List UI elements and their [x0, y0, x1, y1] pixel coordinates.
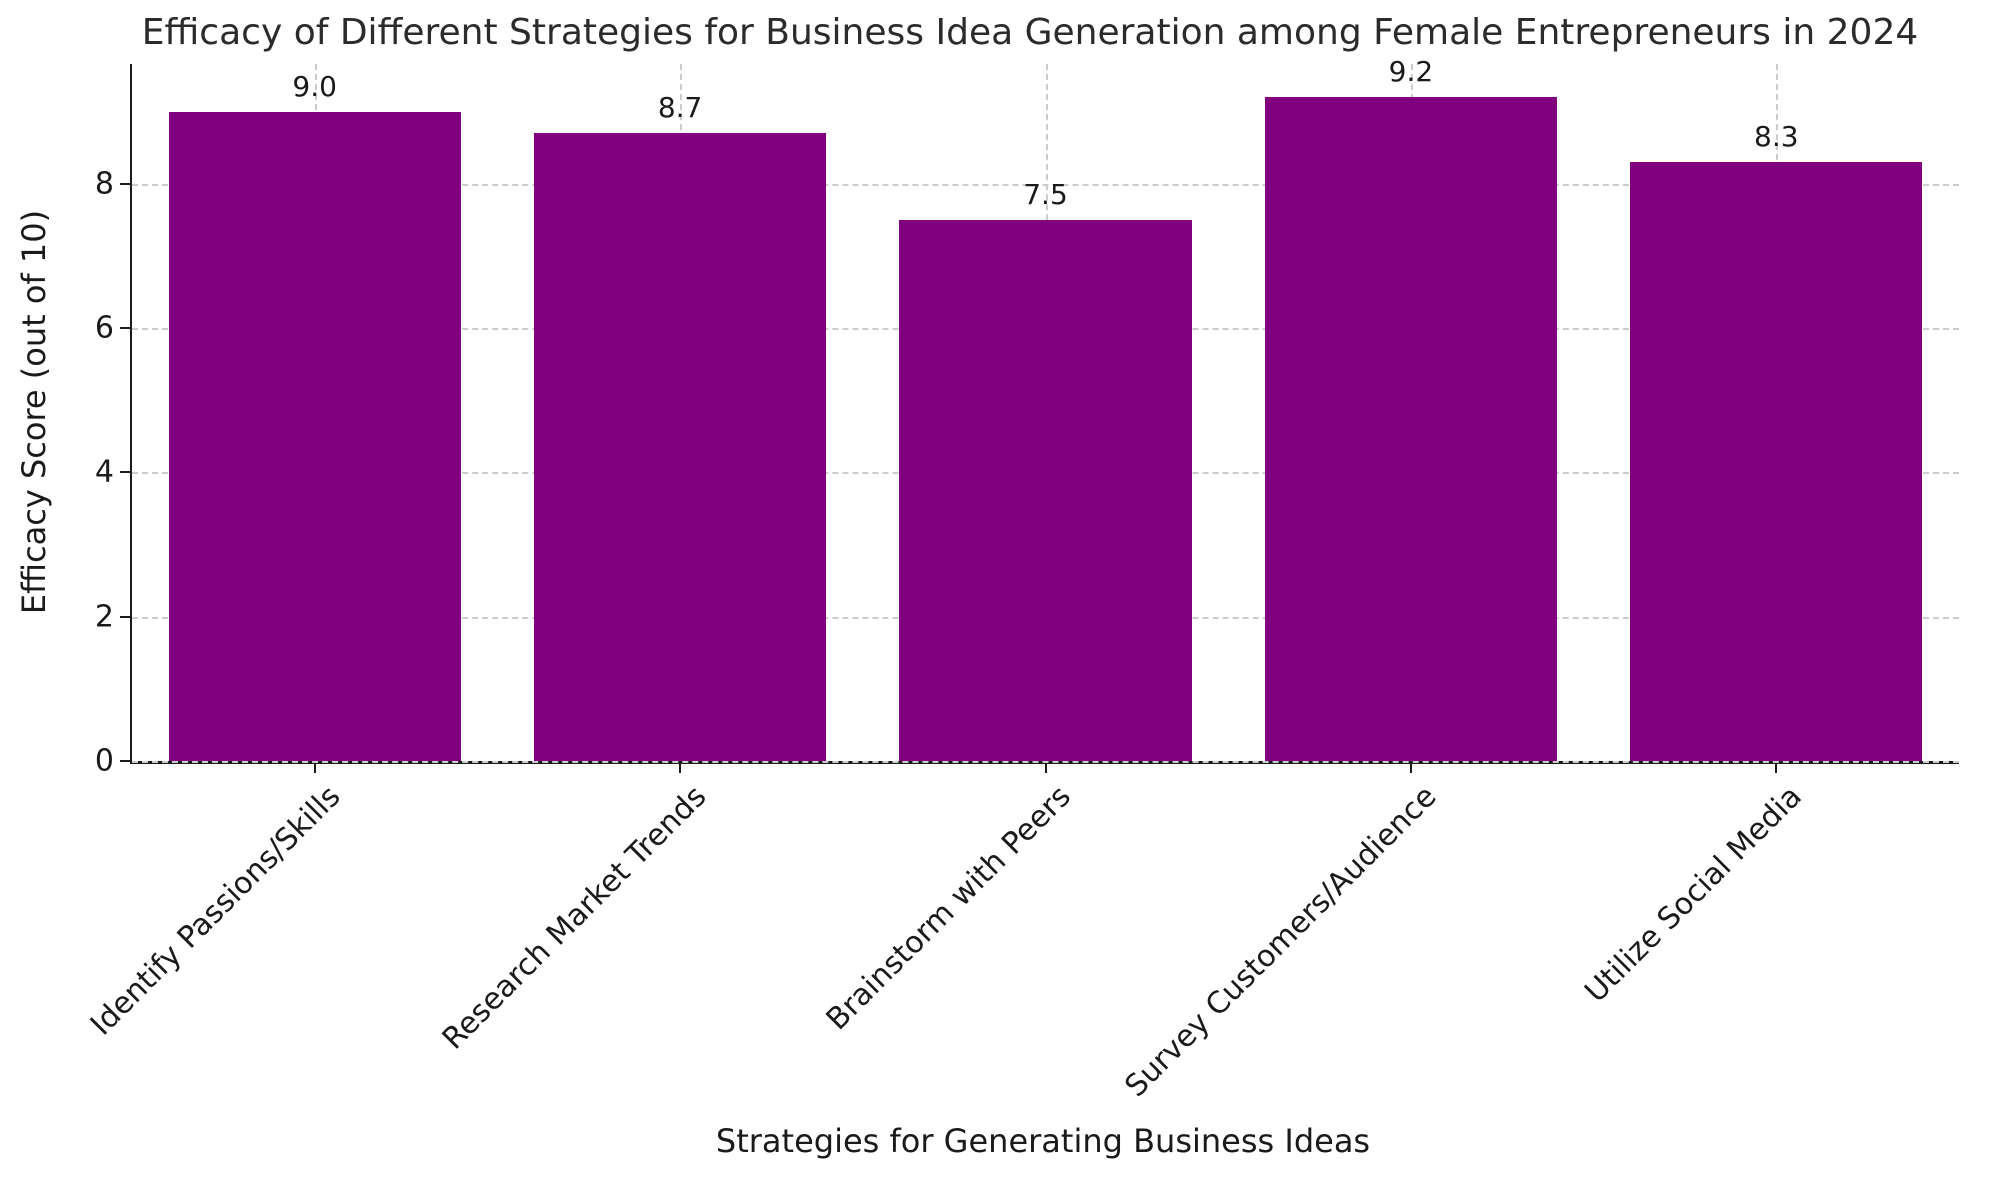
bar	[1264, 97, 1558, 761]
y-gridline	[132, 761, 1959, 763]
x-tick-label: Research Market Trends	[435, 779, 713, 1057]
y-tick-label: 0	[94, 743, 114, 779]
bar	[1630, 162, 1923, 761]
y-tick-mark	[120, 760, 130, 762]
x-tick-mark	[679, 764, 682, 773]
y-tick-label: 4	[94, 454, 114, 490]
bar-value-label: 7.5	[1023, 177, 1068, 211]
bar	[533, 133, 827, 761]
bar-value-label: 9.2	[1388, 55, 1434, 89]
y-tick-mark	[120, 615, 130, 618]
x-tick-mark	[313, 764, 316, 773]
y-axis-label: Efficacy Score (out of 10)	[15, 209, 53, 615]
x-tick-mark	[1409, 764, 1412, 773]
x-tick-label: Brainstorm with Peers	[820, 779, 1079, 1038]
bar-value-label: 9.0	[292, 69, 337, 103]
x-tick-mark	[1775, 764, 1778, 773]
y-tick-mark	[120, 327, 130, 330]
plot-area: 0 2 4 6 8 9.0 Identify Passions/Skills 8.7 Resea…	[84, 55, 1959, 1104]
bar	[168, 111, 461, 761]
y-tick-label: 6	[94, 310, 114, 346]
bar-value-label: 8.3	[1754, 120, 1799, 154]
chart-title: Efficacy of Different Strategies for Bus…	[141, 12, 1919, 53]
y-tick-mark	[120, 471, 130, 474]
y-tick-label: 8	[94, 166, 114, 202]
bar	[899, 219, 1192, 761]
y-tick-label: 2	[94, 599, 114, 635]
x-axis-label: Strategies for Generating Business Ideas	[715, 1122, 1371, 1160]
bar-value-label: 8.7	[657, 91, 703, 125]
x-tick-label: Identify Passions/Skills	[83, 779, 348, 1043]
x-tick-label: Utilize Social Media	[1578, 779, 1810, 1010]
y-tick-mark	[120, 182, 130, 185]
x-tick-label: Survey Customers/Audience	[1118, 779, 1444, 1105]
x-tick-mark	[1044, 764, 1047, 773]
